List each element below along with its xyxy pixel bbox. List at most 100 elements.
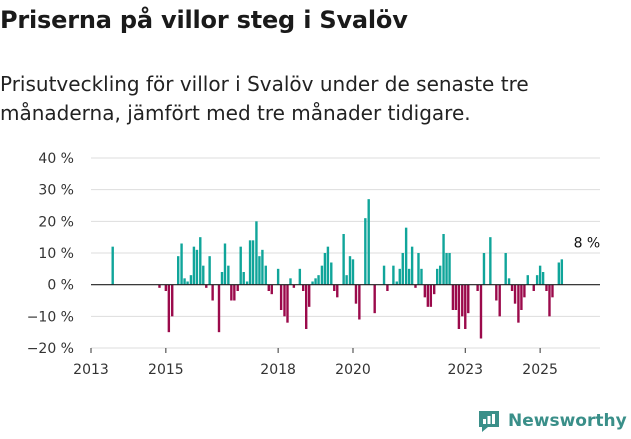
- bar: [279, 284, 283, 310]
- bar: [438, 265, 442, 285]
- bar: [111, 246, 114, 285]
- bar: [433, 284, 436, 295]
- bar: [205, 284, 208, 288]
- bar: [283, 284, 286, 317]
- bar: [245, 281, 249, 285]
- bar: [364, 218, 367, 285]
- bar: [535, 275, 539, 285]
- bar: [217, 284, 221, 333]
- bar: [401, 253, 404, 285]
- bar: [423, 284, 427, 298]
- bar: [517, 284, 520, 323]
- bar: [348, 256, 352, 285]
- bar: [320, 265, 324, 285]
- x-tick-label: 2025: [522, 362, 558, 378]
- bar: [507, 278, 511, 285]
- bar: [404, 227, 408, 285]
- bar: [192, 246, 196, 285]
- bar: [248, 240, 252, 285]
- bar: [445, 253, 448, 285]
- bar: [314, 278, 317, 285]
- bar: [520, 284, 523, 310]
- bar: [298, 268, 302, 285]
- bar: [311, 281, 314, 285]
- bar: [323, 253, 327, 285]
- bar: [551, 284, 554, 298]
- last-value-annotation: 8 %: [574, 235, 601, 251]
- bar: [417, 253, 420, 285]
- x-tick-label: 2020: [335, 362, 371, 378]
- bar: [557, 262, 561, 285]
- axes: 40 % 30 % 20 % 10 % 0 % −10 % −20 % 2013 2015 201…: [27, 151, 601, 378]
- y-tick-label: 0 %: [47, 278, 74, 294]
- bar: [395, 281, 398, 285]
- bar: [414, 284, 417, 288]
- chart-title: Priserna på villor steg i Svalöv: [0, 6, 408, 34]
- gridlines: [91, 157, 600, 349]
- x-tick-label: 2018: [260, 362, 296, 378]
- bar: [482, 253, 486, 285]
- bar: [186, 281, 189, 285]
- bar: [326, 246, 330, 285]
- bar: [513, 284, 517, 304]
- bar: [435, 268, 439, 285]
- bar: [448, 253, 451, 285]
- bar: [373, 284, 376, 314]
- bar: [233, 284, 236, 301]
- bar: [264, 265, 267, 285]
- bar: [208, 256, 211, 285]
- bar: [526, 275, 529, 285]
- bar: [220, 272, 224, 285]
- bar: [345, 275, 348, 285]
- bar: [392, 265, 395, 285]
- bar: [276, 268, 280, 285]
- bar: [189, 275, 193, 285]
- y-tick-label: −20 %: [27, 341, 74, 357]
- bar: [504, 253, 507, 285]
- y-tick-label: −10 %: [27, 309, 74, 325]
- x-tick-label: 2023: [447, 362, 483, 378]
- bar: [251, 240, 255, 285]
- bar: [195, 249, 199, 285]
- bar: [454, 284, 458, 310]
- newsworthy-icon: [479, 411, 499, 432]
- y-tick-label: 20 %: [38, 214, 74, 230]
- y-tick-label: 40 %: [38, 151, 74, 167]
- bar: [386, 284, 389, 291]
- bar: [451, 284, 455, 310]
- bar: [457, 284, 461, 329]
- bar: [354, 284, 358, 304]
- y-tick-label: 30 %: [38, 183, 74, 199]
- bar: [239, 246, 242, 285]
- bar: [158, 284, 161, 288]
- bar: [223, 243, 227, 285]
- bar: [498, 284, 501, 317]
- bar: [199, 237, 202, 285]
- bar: [548, 284, 551, 317]
- bar: [171, 284, 174, 317]
- bar: [258, 256, 261, 285]
- bar: [461, 284, 464, 317]
- bar: [398, 268, 401, 285]
- newsworthy-logo: Newsworthy: [476, 408, 627, 434]
- bar: [495, 284, 498, 301]
- bar: [261, 249, 264, 285]
- bar: [358, 284, 361, 320]
- bar: [420, 268, 423, 285]
- bar: [342, 234, 345, 285]
- bar: [236, 284, 239, 291]
- bar: [510, 284, 514, 291]
- bar: [292, 284, 296, 288]
- bar: [167, 284, 171, 333]
- bar: [464, 284, 467, 329]
- bar: [489, 237, 492, 285]
- bar: [317, 275, 320, 285]
- bar: [538, 265, 542, 285]
- bar: [545, 284, 548, 291]
- bar: [476, 284, 479, 291]
- bar: [307, 284, 311, 307]
- bar: [242, 272, 245, 285]
- bar: [382, 265, 386, 285]
- chart-subtitle: Prisutveckling för villor i Svalöv under…: [0, 72, 529, 125]
